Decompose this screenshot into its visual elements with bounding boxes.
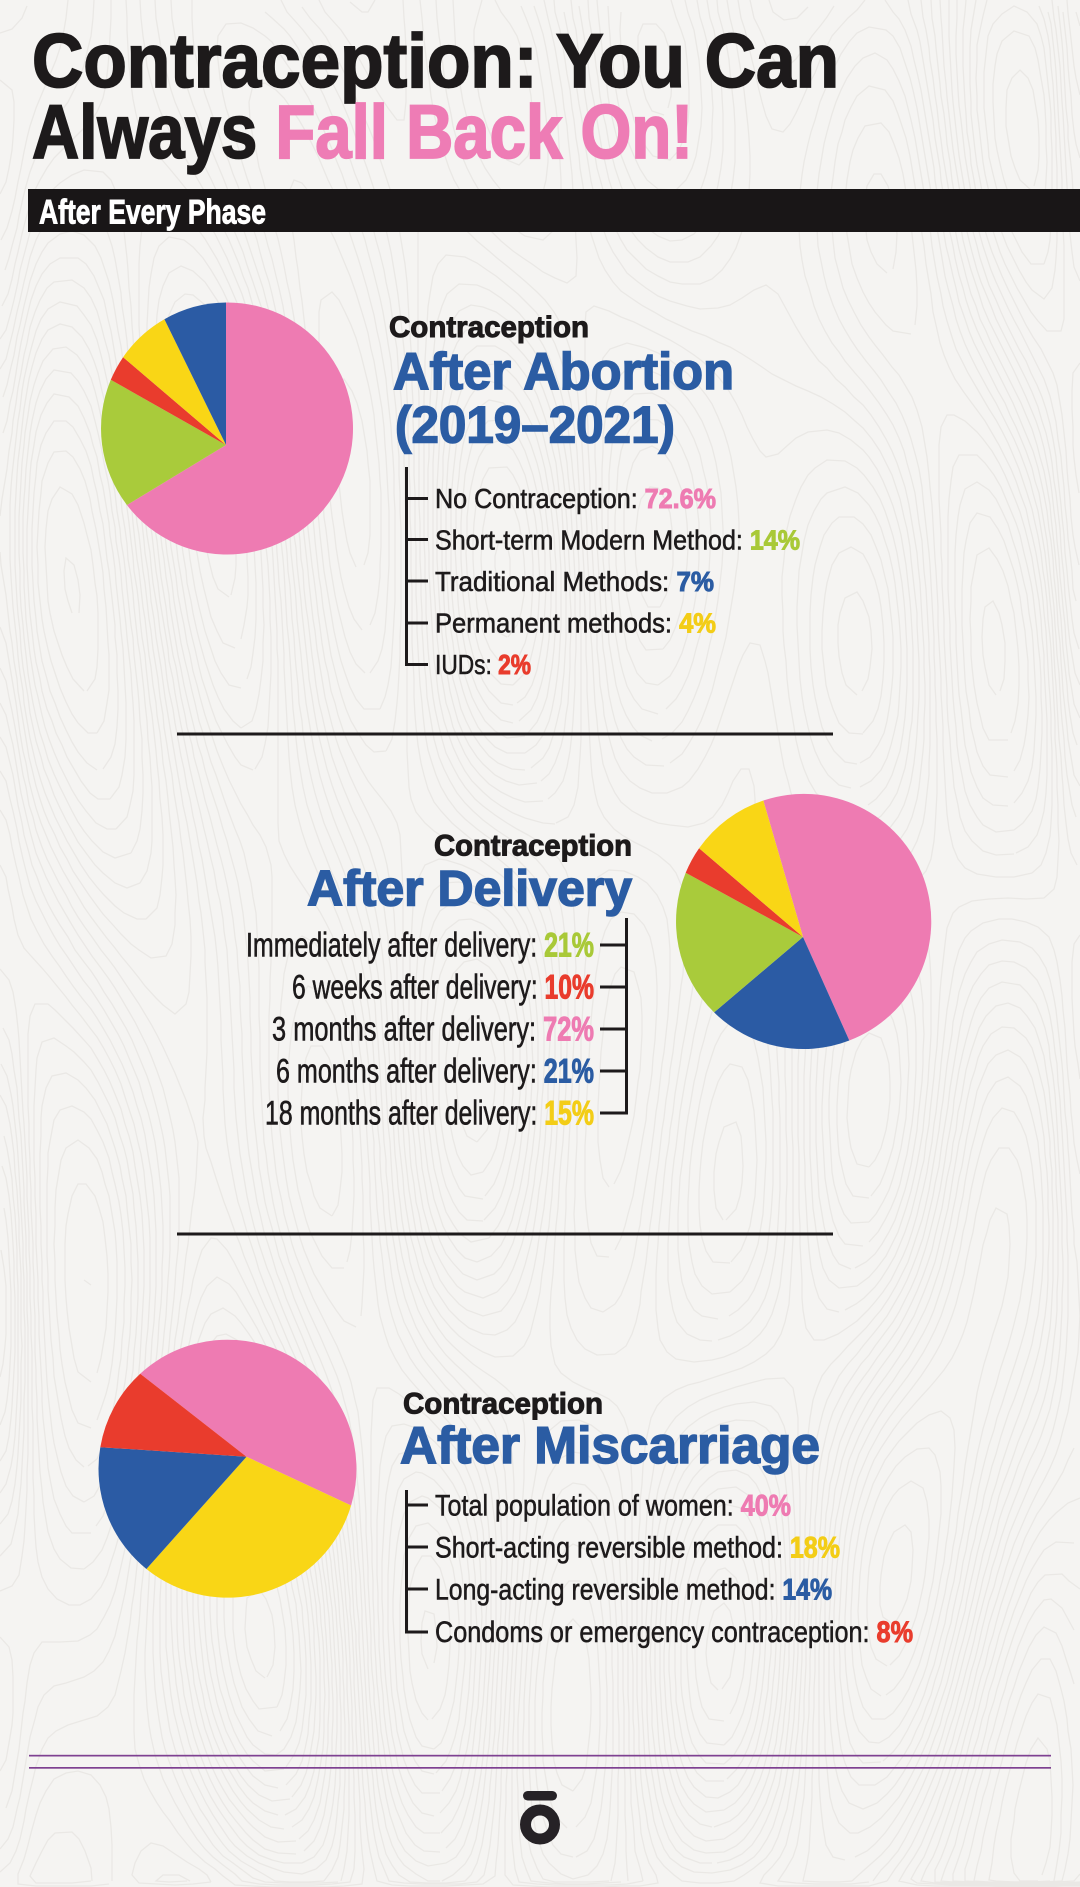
svg-text:Contraception: Contraception (389, 311, 589, 344)
svg-text:Total population of women: 40%: Total population of women: 40% (435, 1490, 791, 1523)
svg-text:Contraception: Contraception (434, 830, 632, 863)
svg-text:6 months after delivery: 21%: 6 months after delivery: 21% (276, 1053, 594, 1091)
svg-text:(2019–2021): (2019–2021) (395, 397, 675, 455)
svg-text:No Contraception: 72.6%: No Contraception: 72.6% (435, 483, 716, 514)
svg-text:Condoms or emergency contracep: Condoms or emergency contraception: 8% (435, 1616, 913, 1649)
svg-text:Traditional Methods: 7%: Traditional Methods: 7% (435, 566, 714, 597)
svg-text:18 months after delivery: 15%: 18 months after delivery: 15% (265, 1095, 594, 1133)
svg-text:Short-acting reversible method: Short-acting reversible method: 18% (435, 1532, 840, 1565)
svg-text:Immediately after delivery: 21: Immediately after delivery: 21% (246, 927, 594, 965)
svg-text:Contraception: Contraception (403, 1388, 603, 1421)
svg-text:3 months after delivery: 72%: 3 months after delivery: 72% (272, 1011, 594, 1049)
svg-text:After Miscarriage: After Miscarriage (400, 1417, 820, 1475)
svg-text:After Abortion: After Abortion (393, 343, 734, 401)
svg-text:IUDs: 2%: IUDs: 2% (435, 649, 531, 680)
svg-text:After Every Phase: After Every Phase (39, 194, 266, 232)
svg-text:Permanent methods: 4%: Permanent methods: 4% (435, 608, 716, 639)
svg-text:Short-term Modern Method: 14%: Short-term Modern Method: 14% (435, 525, 800, 556)
svg-text:Always Fall Back On!: Always Fall Back On! (32, 90, 693, 175)
svg-text:6 weeks after delivery: 10%: 6 weeks after delivery: 10% (292, 969, 594, 1007)
svg-text:Contraception: You Can: Contraception: You Can (32, 19, 839, 104)
svg-text:Long-acting reversible method:: Long-acting reversible method: 14% (435, 1574, 832, 1607)
svg-text:After Delivery: After Delivery (307, 861, 632, 917)
